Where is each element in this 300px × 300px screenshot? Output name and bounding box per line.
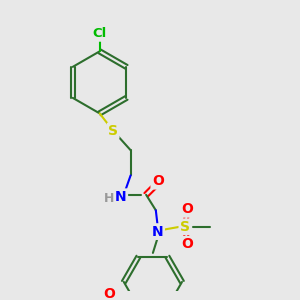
Text: N: N bbox=[115, 190, 127, 204]
Text: H: H bbox=[104, 192, 115, 205]
Text: O: O bbox=[103, 286, 115, 300]
Text: S: S bbox=[108, 124, 118, 138]
Text: O: O bbox=[152, 174, 164, 188]
Text: O: O bbox=[181, 202, 193, 216]
Text: O: O bbox=[181, 237, 193, 251]
Text: S: S bbox=[180, 220, 190, 234]
Text: N: N bbox=[152, 225, 164, 238]
Text: Cl: Cl bbox=[92, 27, 107, 40]
